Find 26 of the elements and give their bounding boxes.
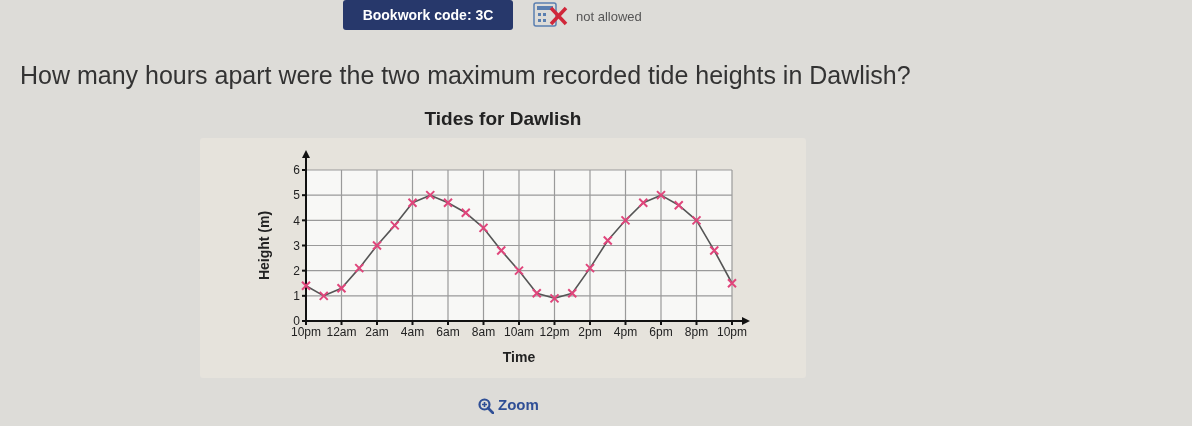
x-tick-label: 12am [326, 324, 357, 339]
x-tick-label: 6am [436, 324, 460, 339]
x-tick-label: 8pm [684, 324, 709, 339]
chart-title: Tides for Dawlish [423, 108, 583, 130]
x-tick-label: 2am [365, 324, 389, 339]
x-tick-label: 10pm [716, 324, 748, 339]
x-tick-label: 2pm [578, 324, 602, 339]
x-tick-label: 8am [471, 324, 496, 339]
x-tick-label: 4am [400, 324, 425, 339]
y-tick-label: 6 [293, 163, 301, 178]
x-tick-label: 4pm [613, 324, 638, 339]
x-axis-title: Time [502, 349, 536, 365]
x-tick-label: 12pm [539, 324, 570, 339]
y-tick-label: 2 [293, 263, 301, 278]
y-tick-label: 5 [293, 188, 301, 203]
x-tick-label: 10pm [290, 324, 322, 339]
y-tick-label: 1 [293, 289, 301, 304]
text: not allowed [576, 9, 642, 24]
y-tick-label: 4 [293, 213, 301, 228]
y-tick-label: 3 [293, 238, 301, 253]
text: Zoom [498, 396, 539, 413]
x-tick-label: 10am [503, 324, 535, 339]
text: How many hours apart were the two maximum recorded tide heights in Dawlish? [20, 61, 911, 90]
y-axis-title: Height (m) [255, 210, 272, 281]
x-tick-label: 6pm [649, 324, 673, 339]
text: Bookwork code: 3C [343, 0, 513, 30]
